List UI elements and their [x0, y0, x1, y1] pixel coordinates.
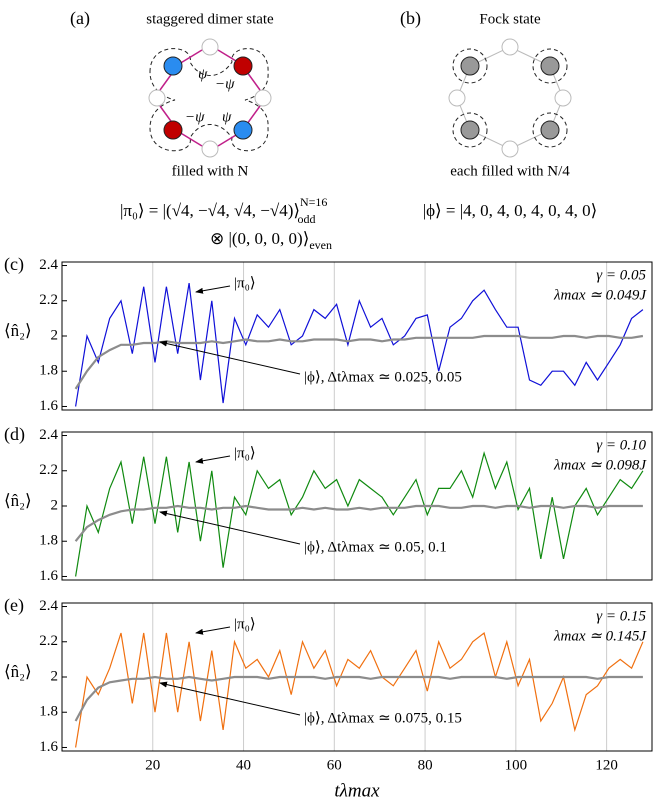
series-annotation: |ϕ⟩, Δtλmax ≃ 0.05, 0.1	[304, 539, 447, 555]
plot	[74, 450, 644, 577]
series-line	[75, 631, 644, 748]
x-axis-label: tλmax	[334, 780, 380, 801]
plot	[74, 283, 644, 407]
diagram-b	[448, 38, 572, 158]
y-tick-label: 1.6	[39, 398, 58, 414]
panel-label: (a)	[70, 8, 90, 29]
series-line	[74, 504, 643, 542]
gamma-label: γ = 0.10	[596, 437, 646, 453]
series-annotation: |ϕ⟩, Δtλmax ≃ 0.075, 0.15	[304, 710, 462, 726]
plot-frame	[61, 261, 653, 411]
y-tick-label: 2.4	[39, 427, 58, 443]
x-tick-label: 40	[236, 757, 251, 773]
x-tick-label: 20	[145, 757, 160, 773]
plot-frame	[61, 602, 653, 752]
y-tick-label: 2.2	[39, 462, 58, 478]
eq-main: ⊗ |(0, 0, 0, 0)⟩	[210, 229, 309, 248]
series-line	[74, 675, 643, 722]
diagram-title: Fock state	[479, 11, 541, 27]
x-tick-label: 80	[418, 757, 433, 773]
plot-frame	[61, 431, 653, 581]
equation: |ϕ⟩ = |4, 0, 4, 0, 4, 0, 4, 0⟩	[423, 201, 598, 220]
arrow	[159, 340, 301, 375]
psi-label: ψ	[222, 109, 232, 125]
psi-label: ψ	[198, 66, 208, 82]
lambda-label: λmax ≃ 0.098J	[553, 457, 647, 473]
panel-label: (e)	[4, 595, 24, 616]
lambda-label: λmax ≃ 0.145J	[553, 628, 647, 644]
x-tick-label: 120	[595, 757, 618, 773]
psi-label: −ψ	[185, 109, 205, 125]
eq-sub: even	[309, 238, 332, 252]
y-axis-label: ⟨n̂₂⟩	[4, 662, 32, 681]
eq-sub: odd	[297, 212, 315, 226]
arrow	[195, 626, 231, 635]
gamma-label: γ = 0.05	[596, 267, 646, 283]
panel-label: (d)	[4, 424, 25, 445]
y-tick-label: 1.6	[39, 739, 58, 755]
series-line	[74, 334, 644, 390]
diagram-title: staggered dimer state	[146, 11, 274, 27]
psi-label: −ψ	[215, 76, 235, 92]
panel-label: (b)	[400, 8, 421, 29]
x-tick-label: 100	[505, 757, 528, 773]
arrow	[195, 455, 231, 464]
panel-label: (c)	[4, 254, 24, 275]
y-tick-label: 2	[51, 327, 59, 343]
y-tick-label: 2.2	[39, 633, 58, 649]
y-tick-label: 1.8	[39, 704, 58, 720]
series-line	[75, 283, 644, 407]
y-tick-label: 2	[51, 668, 59, 684]
series-line	[75, 450, 644, 577]
y-tick-label: 1.6	[39, 568, 58, 584]
series-annotation: |π₀⟩	[234, 445, 256, 461]
plot	[74, 631, 644, 748]
y-tick-label: 1.8	[39, 533, 58, 549]
x-tick-label: 60	[327, 757, 342, 773]
arrow	[159, 681, 301, 716]
y-tick-label: 1.8	[39, 363, 58, 379]
equation: |π₀⟩ = |(√4, −√4, √4, −√4)⟩N=16 odd	[120, 195, 327, 226]
y-axis-label: ⟨n̂₂⟩	[4, 491, 32, 510]
lambda-label: λmax ≃ 0.049J	[553, 287, 647, 303]
series-annotation: |π₀⟩	[234, 275, 256, 291]
diagram-a	[148, 38, 272, 158]
eq-main: |π₀⟩ = |(√4, −√4, √4, −√4)⟩	[120, 201, 300, 220]
y-tick-label: 2.4	[39, 598, 58, 614]
gamma-label: γ = 0.15	[596, 608, 646, 624]
eq-sup: N=16	[300, 195, 327, 209]
y-axis-label: ⟨n̂₂⟩	[4, 321, 32, 340]
series-annotation: |ϕ⟩, Δtλmax ≃ 0.025, 0.05	[304, 369, 462, 385]
arrow	[195, 285, 231, 294]
caption: each filled with N/4	[450, 163, 570, 179]
series-annotation: |π₀⟩	[234, 616, 256, 632]
y-tick-label: 2	[51, 497, 59, 513]
caption: filled with N	[172, 163, 249, 179]
arrow	[159, 510, 301, 545]
y-tick-label: 2.2	[39, 292, 58, 308]
y-tick-label: 2.4	[39, 257, 58, 273]
equation: ⊗ |(0, 0, 0, 0)⟩even	[210, 229, 332, 252]
